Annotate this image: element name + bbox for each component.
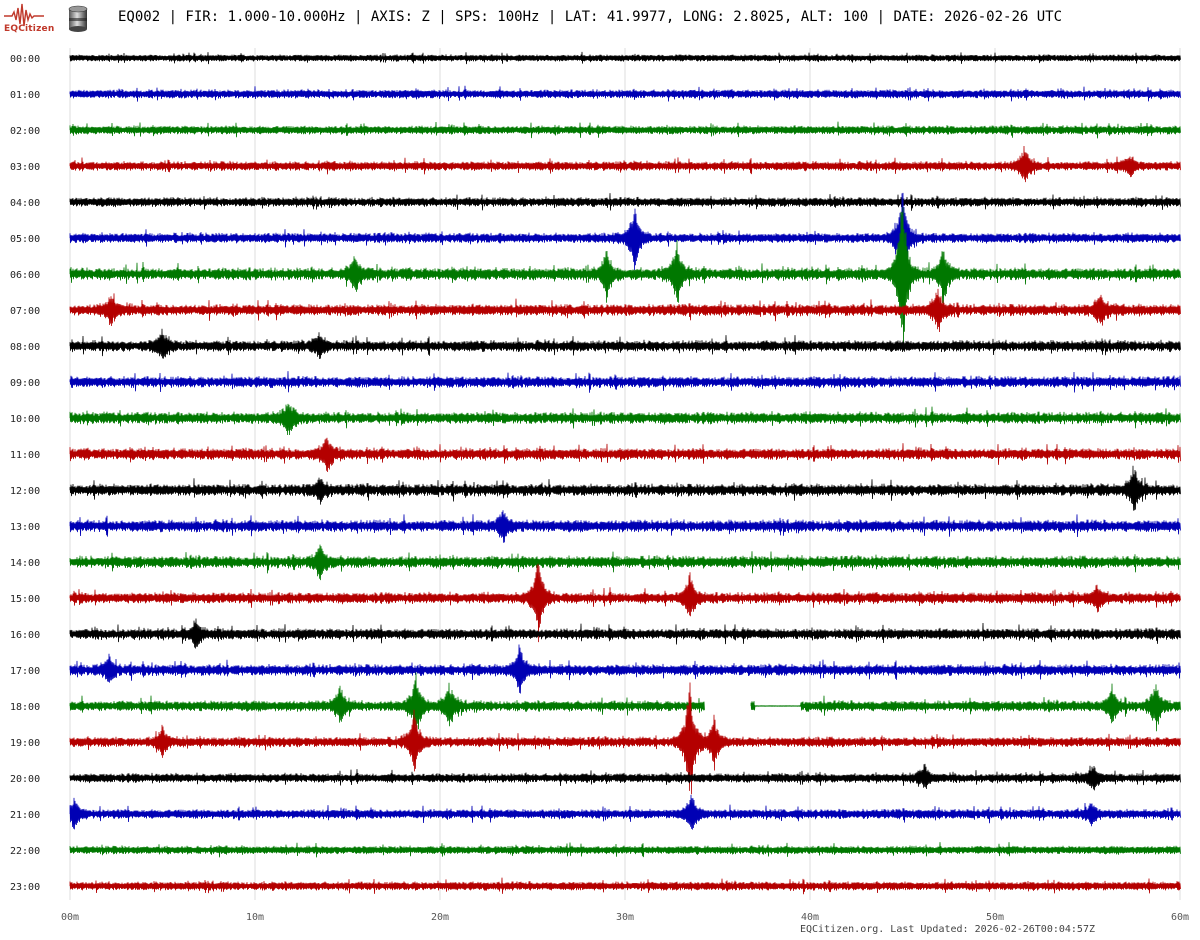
- row-label: 07:00: [10, 306, 40, 317]
- row-label: 00:00: [10, 54, 40, 65]
- row-label: 17:00: [10, 666, 40, 677]
- row-label: 04:00: [10, 198, 40, 209]
- trace-09-00: [69, 371, 1181, 393]
- trace-05-00: [69, 192, 1181, 278]
- trace-01-00: [69, 85, 1181, 102]
- x-tick-label: 50m: [986, 912, 1004, 923]
- row-label: 12:00: [10, 486, 40, 497]
- trace-12-00: [69, 465, 1181, 511]
- row-label: 18:00: [10, 702, 40, 713]
- x-tick-label: 20m: [431, 912, 449, 923]
- row-label: 01:00: [10, 90, 40, 101]
- row-label: 14:00: [10, 558, 40, 569]
- traces: [69, 51, 1181, 895]
- x-tick-label: 00m: [61, 912, 79, 923]
- row-label: 15:00: [10, 594, 40, 605]
- trace-23-00: [69, 877, 1181, 895]
- row-label: 10:00: [10, 414, 40, 425]
- row-label: 23:00: [10, 882, 40, 893]
- x-tick-label: 40m: [801, 912, 819, 923]
- row-label: 06:00: [10, 270, 40, 281]
- row-label: 08:00: [10, 342, 40, 353]
- x-tick-label: 10m: [246, 912, 264, 923]
- trace-15-00: [69, 563, 1181, 643]
- row-label: 05:00: [10, 234, 40, 245]
- trace-17-00: [69, 644, 1181, 694]
- x-tick-labels: 00m 10m 20m 30m 40m 50m 60m: [61, 912, 1189, 923]
- footer-last-updated: EQCitizen.org. Last Updated: 2026-02-26T…: [799, 924, 1095, 935]
- seismograph-logo-icon: [4, 3, 44, 27]
- trace-02-00: [69, 121, 1181, 139]
- trace-08-00: [69, 328, 1181, 360]
- header: EQCitizen EQ002 | FIR: 1.000-10.000Hz | …: [0, 0, 1200, 40]
- trace-06-00: [69, 207, 1181, 351]
- row-label: 19:00: [10, 738, 40, 749]
- trace-20-00: [69, 763, 1181, 791]
- trace-04-00: [69, 193, 1181, 211]
- sensor-icon: [68, 5, 88, 32]
- x-tick-label: 60m: [1171, 912, 1189, 923]
- chart-title: EQ002 | FIR: 1.000-10.000Hz | AXIS: Z | …: [118, 9, 1063, 25]
- trace-19-00: [69, 682, 1181, 795]
- x-tick-label: 30m: [616, 912, 634, 923]
- row-labels: 00:00 01:00 02:00 03:00 04:00 05:00 06:00 07:00…: [10, 54, 40, 893]
- trace-13-00: [69, 510, 1181, 543]
- trace-07-00: [69, 288, 1181, 333]
- row-label: 20:00: [10, 774, 40, 785]
- trace-10-00: [69, 403, 1181, 436]
- trace-00-00: [69, 51, 1181, 65]
- trace-22-00: [69, 842, 1181, 858]
- logo-text: EQCitizen: [4, 24, 55, 34]
- trace-21-00: [69, 794, 1181, 830]
- row-label: 02:00: [10, 126, 40, 137]
- row-label: 16:00: [10, 630, 40, 641]
- row-label: 03:00: [10, 162, 40, 173]
- trace-18-00: [69, 672, 1181, 732]
- trace-11-00: [69, 437, 1181, 473]
- trace-14-00: [69, 544, 1181, 581]
- row-label: 11:00: [10, 450, 40, 461]
- row-label: 21:00: [10, 810, 40, 821]
- gridlines: [69, 48, 1181, 900]
- row-label: 09:00: [10, 378, 40, 389]
- row-label: 22:00: [10, 846, 40, 857]
- trace-16-00: [69, 618, 1181, 649]
- trace-03-00: [69, 145, 1181, 183]
- row-label: 13:00: [10, 522, 40, 533]
